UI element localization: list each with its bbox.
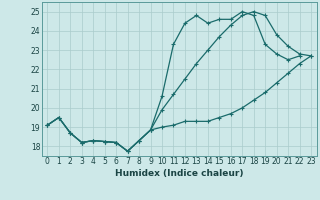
X-axis label: Humidex (Indice chaleur): Humidex (Indice chaleur) bbox=[115, 169, 244, 178]
